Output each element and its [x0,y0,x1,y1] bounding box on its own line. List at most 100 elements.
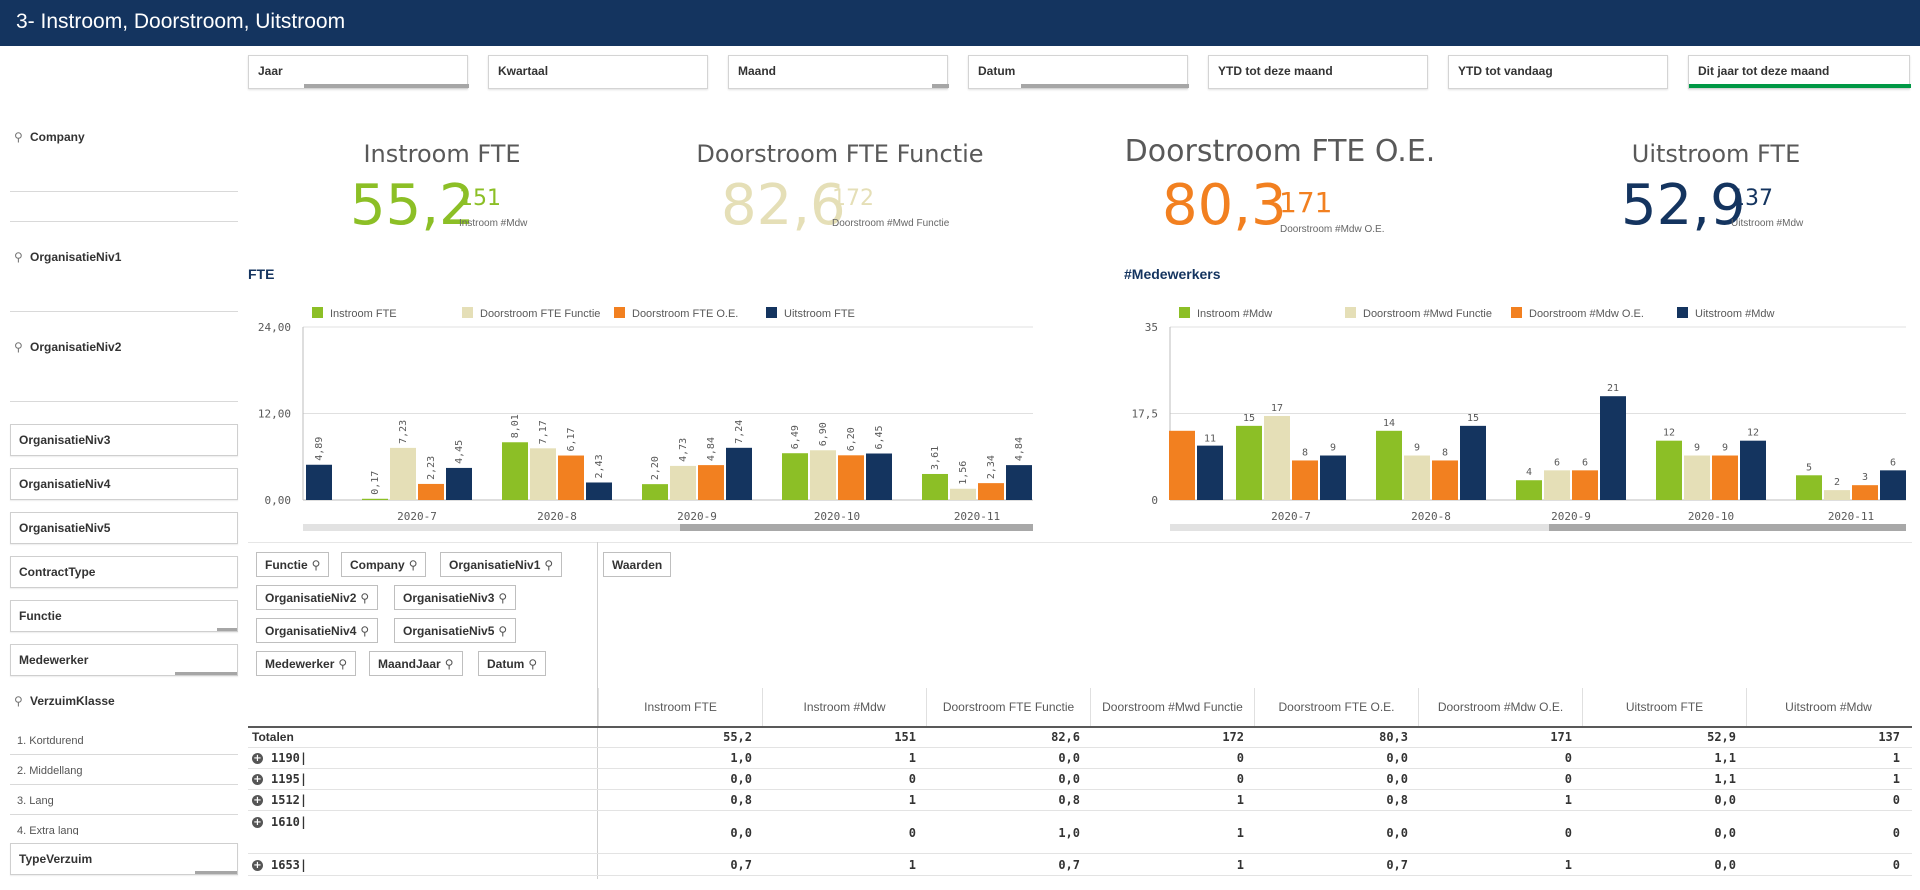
bar[interactable] [1656,440,1682,500]
filter-functie[interactable]: Functie [10,600,238,632]
chip-waarden[interactable]: Waarden [603,552,672,577]
expand-icon[interactable]: + [252,753,263,764]
chip-medewerker[interactable]: Medewerker ⚲ [256,651,357,676]
chip-organisatieniv1[interactable]: OrganisatieNiv1 ⚲ [440,552,563,577]
bar[interactable] [502,442,528,500]
bar[interactable] [1236,425,1262,500]
expand-icon[interactable]: + [252,817,263,828]
bar[interactable] [1852,485,1878,500]
bar[interactable] [558,455,584,500]
bar[interactable] [1432,460,1458,500]
filter-contracttype[interactable]: ContractType [10,556,238,588]
legend-item[interactable]: Uitstroom #Mdw [1677,307,1775,320]
bar[interactable] [922,473,948,500]
bar[interactable] [1600,396,1626,500]
scrollbar-thumb[interactable] [680,524,1033,531]
bar[interactable] [1712,455,1738,500]
filter-jaar[interactable]: Jaar [248,55,469,89]
chip-maandjaar[interactable]: MaandJaar ⚲ [369,651,463,676]
chart-fte[interactable]: Instroom FTE Doorstroom FTE Functie Doorst… [248,292,1038,538]
bar[interactable] [1460,425,1486,500]
list-item[interactable]: 1. Kortdurend [17,735,84,747]
bar[interactable] [1169,430,1195,500]
bar[interactable] [838,455,864,500]
chip-organisatieniv5[interactable]: OrganisatieNiv5 ⚲ [394,618,517,643]
filter-medewerker[interactable]: Medewerker [10,644,238,676]
bar[interactable] [950,488,976,500]
bar[interactable] [1006,465,1032,500]
chip-company[interactable]: Company ⚲ [341,552,427,577]
legend-item[interactable]: Instroom FTE [312,307,397,320]
expand-icon[interactable]: + [252,795,263,806]
bar[interactable] [1376,430,1402,500]
bar[interactable] [306,464,332,500]
bar[interactable] [782,453,808,500]
bar[interactable] [586,482,612,500]
chip-organisatieniv3[interactable]: OrganisatieNiv3 ⚲ [394,585,517,610]
filter-datum[interactable]: Datum [968,55,1189,89]
expand-icon[interactable]: + [252,774,263,785]
legend-item[interactable]: Instroom #Mdw [1179,307,1272,320]
listbox-verzuimklasse[interactable]: ⚲ VerzuimKlasse [14,694,115,708]
chip-datum[interactable]: Datum ⚲ [478,651,547,676]
bar[interactable] [1516,480,1542,500]
bar[interactable] [1292,460,1318,500]
bar[interactable] [1796,475,1822,500]
column-header[interactable]: Instroom FTE [598,688,762,726]
bar[interactable] [362,498,388,500]
bar[interactable] [698,465,724,500]
bar[interactable] [1264,415,1290,500]
column-header[interactable]: Doorstroom FTE Functie [926,688,1090,726]
bar[interactable] [978,483,1004,500]
chart-medewerkers[interactable]: Instroom #Mdw Doorstroom #Mwd Functie Door… [1124,292,1914,538]
bar[interactable] [810,450,836,500]
filter-organisatieniv5[interactable]: OrganisatieNiv5 [10,512,238,544]
filter-maand[interactable]: Maand [728,55,949,89]
column-header[interactable]: Doorstroom #Mwd Functie [1090,688,1254,726]
bar[interactable] [530,448,556,500]
expand-icon[interactable]: + [252,860,263,871]
filter-ytd-maand[interactable]: YTD tot deze maand [1208,55,1428,89]
column-header[interactable]: Doorstroom FTE O.E. [1254,688,1418,726]
chip-organisatieniv4[interactable]: OrganisatieNiv4 ⚲ [256,618,379,643]
bar[interactable] [866,453,892,500]
bar[interactable] [1824,490,1850,500]
filter-typeverzuim[interactable]: TypeVerzuim [10,843,238,875]
bar[interactable] [1684,455,1710,500]
filter-organisatieniv3[interactable]: OrganisatieNiv3 [10,424,238,456]
bar[interactable] [390,447,416,500]
column-header[interactable]: Uitstroom #Mdw [1746,688,1910,726]
bar[interactable] [1880,470,1906,500]
list-item[interactable]: 3. Lang [17,795,54,807]
bar[interactable] [670,465,696,500]
column-header[interactable]: Uitstroom FTE [1582,688,1746,726]
bar[interactable] [726,447,752,500]
bar[interactable] [1544,470,1570,500]
filter-dit-jaar[interactable]: Dit jaar tot deze maand [1688,55,1911,89]
bar[interactable] [418,483,444,500]
legend-item[interactable]: Doorstroom #Mdw O.E. [1511,307,1644,320]
bar[interactable] [642,484,668,500]
legend-item[interactable]: Uitstroom FTE [766,307,855,320]
listbox-company[interactable]: ⚲ Company [14,130,85,144]
listbox-organisatieniv2[interactable]: ⚲ OrganisatieNiv2 [14,340,121,354]
column-header[interactable]: Instroom #Mdw [762,688,926,726]
list-item[interactable]: 4. Extra lang [17,825,79,835]
list-item[interactable]: 2. Middellang [17,765,83,777]
bar[interactable] [1320,455,1346,500]
legend-item[interactable]: Doorstroom #Mwd Functie [1345,307,1492,320]
legend-item[interactable]: Doorstroom FTE Functie [462,307,600,320]
bar[interactable] [446,467,472,500]
chip-functie[interactable]: Functie ⚲ [256,552,330,577]
filter-ytd-vandaag[interactable]: YTD tot vandaag [1448,55,1668,89]
legend-item[interactable]: Doorstroom FTE O.E. [614,307,738,320]
column-header[interactable]: Doorstroom #Mdw O.E. [1418,688,1582,726]
bar[interactable] [1740,440,1766,500]
scrollbar-thumb[interactable] [1549,524,1906,531]
bar[interactable] [1572,470,1598,500]
scrollbar-track[interactable] [303,524,1033,531]
bar[interactable] [1197,445,1223,500]
chip-organisatieniv2[interactable]: OrganisatieNiv2 ⚲ [256,585,379,610]
scrollbar-track[interactable] [1170,524,1906,531]
filter-kwartaal[interactable]: Kwartaal [488,55,708,89]
